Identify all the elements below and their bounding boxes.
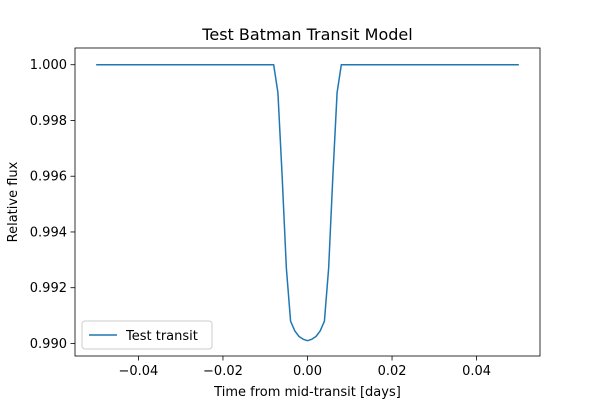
y-axis-label: Relative flux (6, 161, 21, 242)
plot-area (75, 48, 540, 356)
y-axis-ticks: 0.990 0.992 0.994 0.996 0.998 1.000 (30, 58, 75, 352)
y-tick-label: 0.992 (30, 281, 67, 296)
x-axis-ticks: −0.04 −0.02 0.00 0.02 0.04 (118, 356, 491, 379)
legend: Test transit (81, 320, 213, 350)
y-tick-label: 0.996 (30, 170, 67, 185)
chart-title: Test Batman Transit Model (201, 25, 412, 44)
x-axis-label: Time from mid-transit [days] (213, 385, 401, 400)
plot-frame (74, 47, 541, 357)
x-tick-label: 0.02 (378, 364, 407, 379)
x-tick-label: −0.04 (118, 364, 158, 379)
legend-label-test-transit: Test transit (125, 329, 198, 344)
x-tick-label: 0.00 (293, 364, 322, 379)
y-tick-label: 0.998 (30, 114, 67, 129)
y-tick-label: 1.000 (30, 58, 67, 73)
legend-box (81, 320, 213, 350)
x-tick-label: −0.02 (203, 364, 243, 379)
series-line-test-transit (96, 63, 519, 342)
x-tick-label: 0.04 (462, 364, 491, 379)
y-tick-label: 0.994 (30, 225, 67, 240)
y-tick-label: 0.990 (30, 337, 67, 352)
